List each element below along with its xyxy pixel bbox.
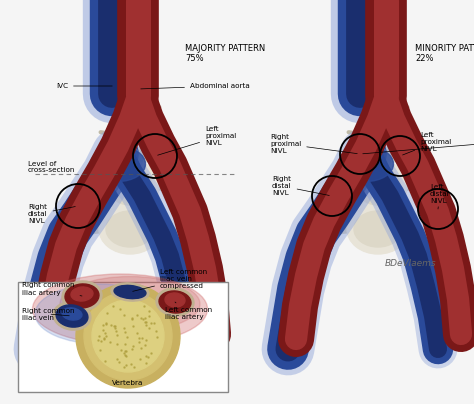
Ellipse shape [109, 147, 151, 165]
Ellipse shape [71, 287, 93, 301]
Ellipse shape [114, 285, 146, 299]
Ellipse shape [109, 125, 151, 143]
Ellipse shape [108, 167, 152, 205]
Ellipse shape [109, 100, 151, 118]
Text: Right common
iliac vein: Right common iliac vein [22, 307, 74, 320]
Circle shape [92, 300, 164, 372]
Ellipse shape [101, 160, 159, 212]
Text: Level of
cross-section: Level of cross-section [28, 160, 75, 173]
Ellipse shape [159, 291, 191, 313]
Ellipse shape [114, 149, 146, 163]
Ellipse shape [362, 149, 394, 163]
Text: Vertebra: Vertebra [112, 380, 144, 386]
Text: Right
proximal
NIVL: Right proximal NIVL [363, 126, 474, 154]
Ellipse shape [362, 127, 394, 141]
Circle shape [84, 292, 172, 380]
Ellipse shape [33, 274, 208, 344]
Circle shape [76, 284, 180, 388]
Ellipse shape [60, 276, 200, 332]
Ellipse shape [357, 125, 399, 143]
Ellipse shape [106, 211, 154, 247]
Ellipse shape [114, 127, 146, 141]
Text: BDeVlaems: BDeVlaems [385, 259, 437, 269]
Text: Left
distal
NIVL: Left distal NIVL [430, 184, 450, 209]
Text: IVC: IVC [56, 83, 112, 89]
Ellipse shape [91, 147, 146, 181]
Ellipse shape [356, 167, 400, 205]
Ellipse shape [62, 281, 102, 311]
Text: Left common
iliac artery: Left common iliac artery [165, 302, 212, 320]
Ellipse shape [53, 302, 91, 330]
Ellipse shape [357, 147, 399, 165]
Text: Right
distal
NIVL: Right distal NIVL [28, 204, 75, 224]
Ellipse shape [35, 284, 165, 344]
Ellipse shape [156, 288, 194, 316]
Ellipse shape [62, 308, 82, 320]
Ellipse shape [349, 160, 407, 212]
Ellipse shape [354, 211, 402, 247]
Ellipse shape [56, 305, 88, 327]
Text: Left common
iliac vein
compressed: Left common iliac vein compressed [133, 269, 207, 291]
Ellipse shape [347, 204, 409, 254]
Ellipse shape [357, 100, 399, 118]
Text: Right
proximal
NIVL: Right proximal NIVL [270, 134, 357, 154]
Ellipse shape [165, 293, 185, 307]
Ellipse shape [65, 284, 99, 308]
Ellipse shape [362, 102, 394, 116]
Ellipse shape [99, 204, 161, 254]
Text: MAJORITY PATTERN
75%: MAJORITY PATTERN 75% [185, 44, 265, 63]
Ellipse shape [111, 283, 149, 301]
Ellipse shape [114, 102, 146, 116]
Text: Right common
iliac artery: Right common iliac artery [22, 282, 82, 296]
Bar [18, 282, 228, 392]
Text: MINORITY PATTERN
22%: MINORITY PATTERN 22% [415, 44, 474, 63]
Text: Right
distal
NIVL: Right distal NIVL [272, 176, 329, 196]
Text: Abdominal aorta: Abdominal aorta [141, 83, 250, 89]
Text: Left
proximal
NIVL: Left proximal NIVL [402, 132, 451, 155]
Ellipse shape [338, 147, 393, 181]
Text: Left
proximal
NIVL: Left proximal NIVL [158, 126, 236, 155]
